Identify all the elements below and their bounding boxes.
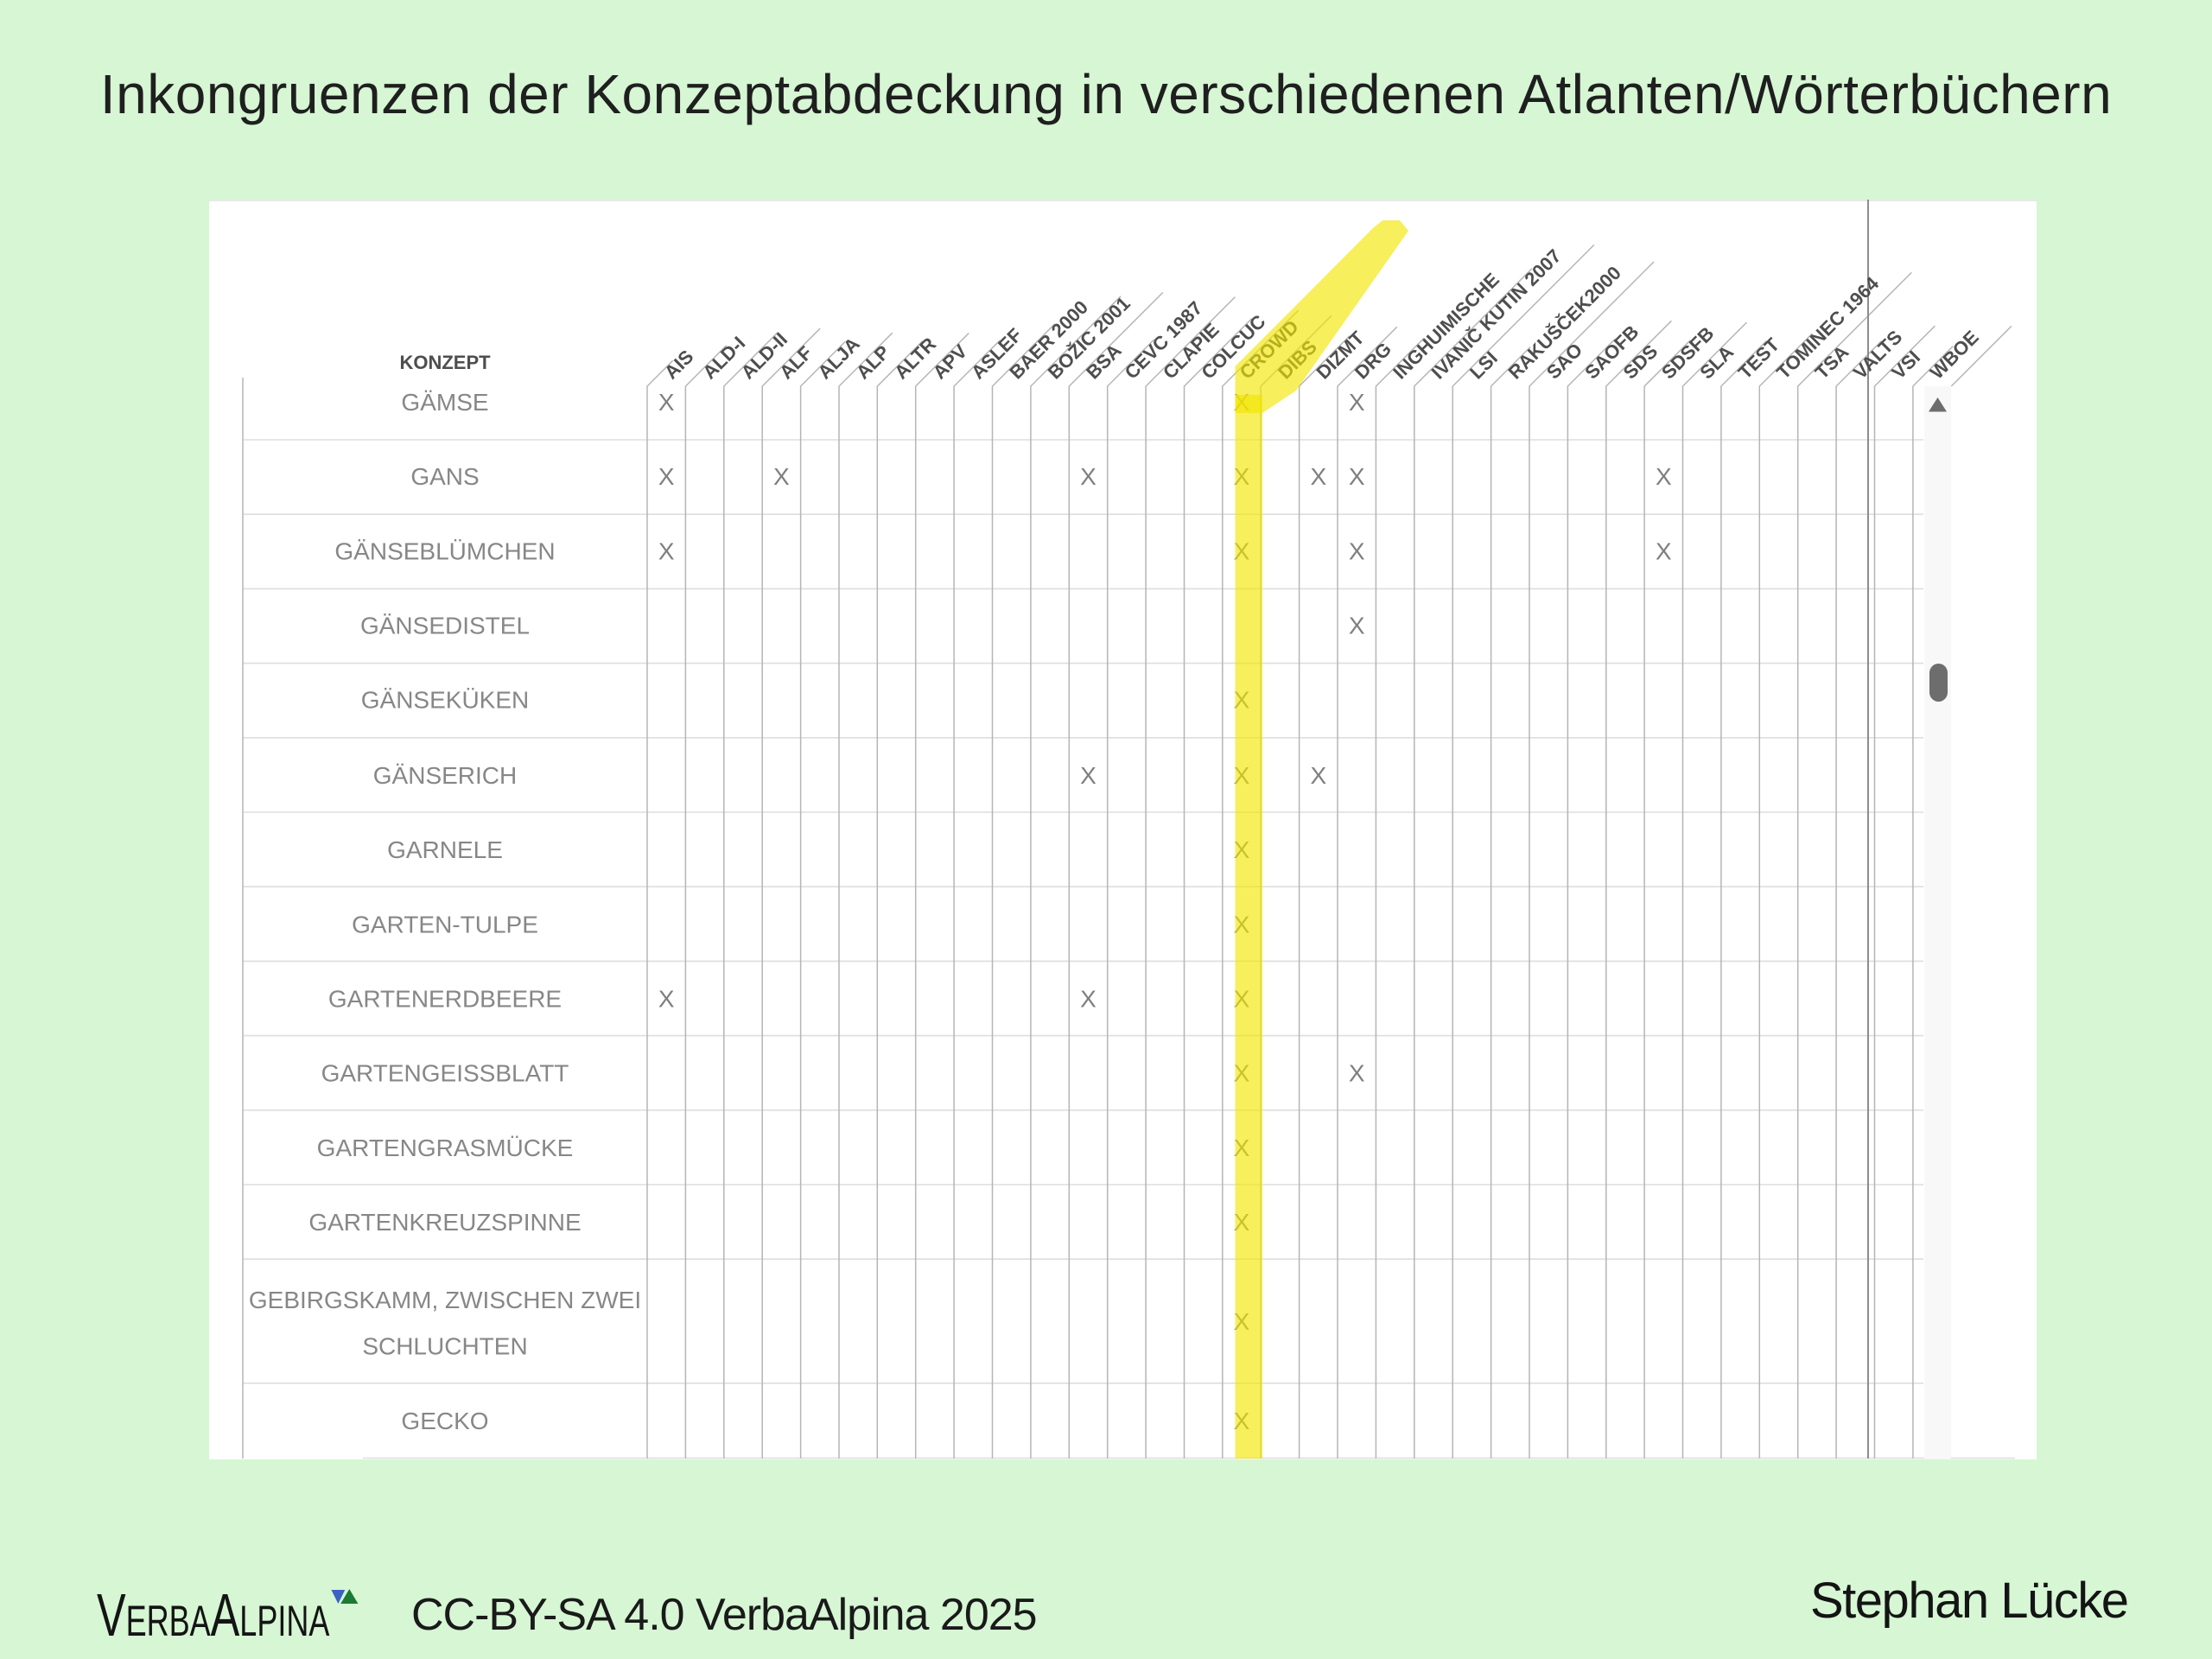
svg-text:X: X — [1349, 1060, 1365, 1087]
svg-text:GECKO: GECKO — [401, 1408, 488, 1434]
svg-text:GARTENGEISSBLATT: GARTENGEISSBLATT — [321, 1060, 569, 1087]
svg-text:TEST: TEST — [1734, 334, 1784, 384]
svg-text:GARTENGRASMÜCKE: GARTENGRASMÜCKE — [317, 1135, 574, 1161]
svg-text:X: X — [658, 389, 675, 416]
svg-text:ALJA: ALJA — [813, 333, 863, 383]
svg-text:GARTENKREUZSPINNE: GARTENKREUZSPINNE — [308, 1209, 581, 1236]
svg-text:GANS: GANS — [410, 463, 479, 490]
svg-text:GÄNSEKÜKEN: GÄNSEKÜKEN — [361, 687, 530, 714]
svg-text:X: X — [1310, 463, 1326, 490]
svg-text:X: X — [1656, 537, 1672, 564]
svg-text:X: X — [1310, 762, 1326, 789]
svg-text:GÄMSE: GÄMSE — [401, 389, 488, 416]
svg-text:X: X — [1349, 389, 1365, 416]
svg-text:X: X — [1080, 762, 1096, 789]
svg-text:GÄNSEDISTEL: GÄNSEDISTEL — [360, 613, 530, 639]
svg-text:GARTEN-TULPE: GARTEN-TULPE — [352, 911, 538, 938]
svg-text:GÄNSEBLÜMCHEN: GÄNSEBLÜMCHEN — [334, 537, 555, 564]
svg-text:SCHLUCHTEN: SCHLUCHTEN — [362, 1332, 527, 1359]
svg-text:GÄNSERICH: GÄNSERICH — [373, 762, 517, 789]
svg-text:GARNELE: GARNELE — [387, 836, 503, 863]
svg-text:GEBIRGSKAMM, ZWISCHEN ZWEI: GEBIRGSKAMM, ZWISCHEN ZWEI — [249, 1287, 641, 1313]
svg-text:X: X — [1349, 537, 1365, 564]
svg-text:ALTR: ALTR — [890, 333, 940, 383]
svg-text:ALD-I: ALD-I — [698, 332, 749, 383]
svg-text:X: X — [658, 463, 675, 490]
svg-text:X: X — [1349, 613, 1365, 639]
svg-text:X: X — [1080, 463, 1096, 490]
svg-text:X: X — [1656, 463, 1672, 490]
svg-text:X: X — [658, 986, 675, 1013]
svg-text:WBOE: WBOE — [1926, 326, 1983, 383]
svg-text:X: X — [1080, 986, 1096, 1013]
svg-text:X: X — [773, 463, 790, 490]
svg-text:X: X — [1349, 463, 1365, 490]
svg-text:X: X — [658, 537, 675, 564]
svg-text:KONZEPT: KONZEPT — [399, 352, 491, 373]
svg-text:GARTENERDBEERE: GARTENERDBEERE — [328, 986, 562, 1013]
svg-text:AIS: AIS — [660, 346, 698, 384]
